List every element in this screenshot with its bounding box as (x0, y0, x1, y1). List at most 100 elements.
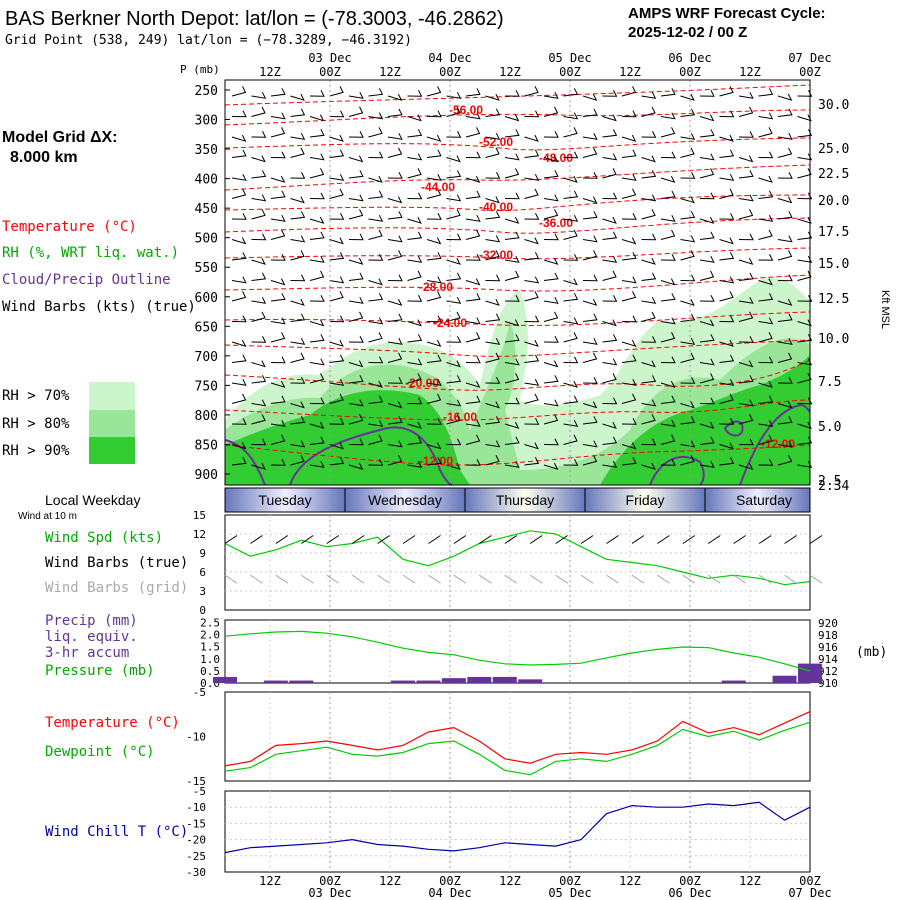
wind-barb (738, 233, 754, 241)
isotherm-12 (224, 399, 811, 421)
wind-barb (543, 194, 559, 202)
wind-barb-true (784, 535, 797, 544)
wind-barb (738, 91, 754, 99)
wind-barb (348, 399, 364, 407)
legend-cloud: Cloud/Precip Outline (2, 272, 171, 288)
cloud-outline-4 (739, 403, 811, 486)
pressure-axis-title: P (mb) (180, 63, 220, 76)
rh90-region-left (225, 390, 470, 485)
wind-barb (582, 401, 598, 409)
wind-barb (504, 295, 520, 302)
wind-barb (777, 274, 793, 282)
wind-barb (563, 254, 579, 261)
wind-barb (621, 213, 637, 220)
wind-barb (290, 298, 305, 306)
wind-barb (290, 416, 306, 425)
wind-barb (641, 194, 657, 202)
wind-barb (758, 356, 774, 364)
wind-barb (777, 250, 793, 261)
wind-barb (485, 313, 501, 322)
wind-barb (465, 214, 481, 222)
day-cell (225, 488, 345, 512)
wind-barb (407, 334, 423, 343)
legend-liq-equiv: liq. equiv. (45, 629, 138, 645)
wind-barb (582, 211, 598, 220)
wind-barb (387, 235, 403, 243)
wind-barb (543, 360, 559, 368)
temperature-tick-label: -5 (193, 686, 206, 699)
wind-barb (758, 434, 773, 445)
wind-barb (485, 147, 500, 158)
bottom-hour-tick-label: 12Z (499, 874, 521, 888)
wind-barb (407, 270, 422, 281)
cloud-outline-3 (649, 456, 705, 486)
wind-barb-grid (377, 574, 390, 584)
wind-barb (368, 293, 384, 302)
wind-barb (641, 257, 656, 265)
pressure-tick-label: 918 (818, 629, 838, 642)
wind-barb (485, 377, 501, 384)
wind-barb (231, 86, 247, 97)
wind-barb (407, 231, 423, 240)
wind-barb (368, 317, 384, 325)
pressure-tick-label: 250 (195, 84, 218, 99)
wind-barb (309, 334, 325, 343)
wind-barb (660, 317, 676, 325)
wind-barb (270, 395, 286, 404)
wind-barb (290, 440, 306, 448)
wind-barb (504, 216, 520, 224)
wind-barb (738, 360, 754, 368)
wind-barb (290, 147, 305, 158)
wind-barb (582, 132, 598, 140)
cross-section-panel: -56.00-52.00-48.00-44.00-40.00-36.00-32.… (224, 79, 813, 486)
wind-barb (602, 216, 617, 224)
wind-barb (251, 155, 266, 163)
wind-chill-panel-frame (224, 790, 811, 873)
wind-barb (777, 298, 793, 306)
wind-barb (602, 295, 618, 302)
wind-barb (348, 272, 364, 281)
wind-barb (290, 274, 306, 282)
cloud-outline-5 (723, 420, 744, 437)
wind-barb (777, 337, 793, 345)
wind-barb (309, 373, 325, 384)
wind-barb (660, 332, 676, 343)
wind-barb (641, 438, 657, 446)
wind-barb (660, 88, 676, 97)
wind-barb (348, 209, 364, 220)
wind-barb (348, 375, 364, 384)
wind-barb (758, 395, 774, 404)
wind-barb-grid (606, 574, 619, 584)
wind-barb (270, 356, 286, 364)
top-date-label: 07 Dec (788, 51, 831, 65)
wind-barb (621, 110, 637, 118)
wind-barb (387, 440, 403, 448)
height-tick-label: 25.0 (818, 142, 849, 157)
wind-barb (660, 112, 676, 120)
isotherm-13 (224, 444, 811, 466)
wind-barb (797, 168, 812, 179)
wind-barb (680, 377, 696, 384)
wind-barb (797, 192, 813, 200)
wind-barb (465, 278, 481, 286)
wind-barb (524, 393, 539, 404)
wind-barb (758, 293, 774, 302)
wind-barb (699, 436, 715, 445)
wind-barb (602, 129, 618, 138)
wind-barb (504, 231, 520, 240)
pressure-tick-label: 550 (195, 261, 218, 276)
wind-barb (446, 336, 462, 343)
wind-barb (251, 438, 267, 446)
day-cell (705, 488, 810, 512)
wind-barb (680, 455, 695, 466)
cross-section-frame (224, 79, 811, 486)
wind-barb (348, 296, 364, 304)
wind-barb (329, 315, 345, 323)
wind-barb (485, 337, 501, 345)
wind-barb (504, 421, 520, 429)
wind-barb (621, 149, 637, 158)
wind-barb (719, 188, 734, 199)
wind-barb-grid (809, 574, 823, 584)
wind-barb-grid (631, 574, 645, 584)
wind-barb (251, 272, 267, 281)
